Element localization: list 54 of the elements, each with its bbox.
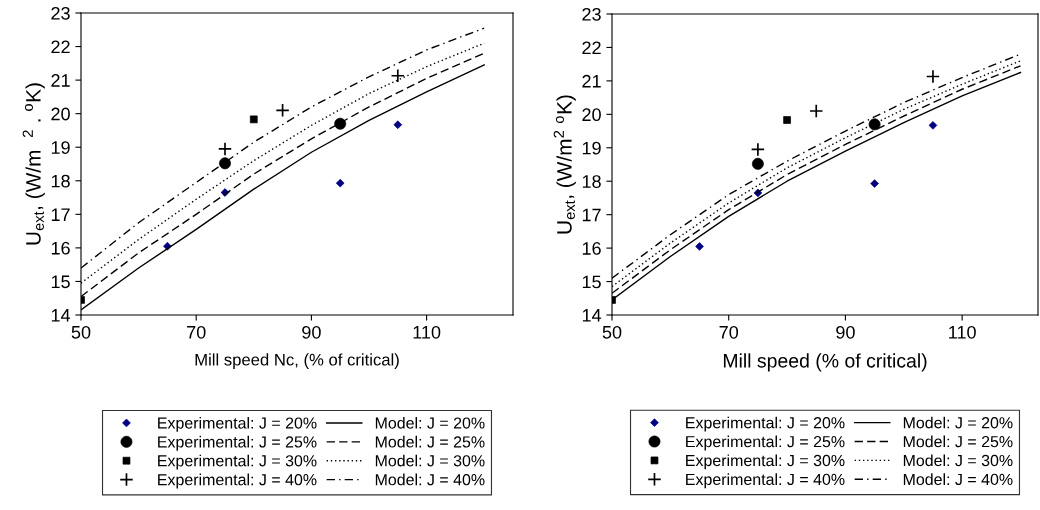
x-tick-label: 110 [949,325,976,339]
x-tick-label: 110 [413,325,441,339]
legend-label: Model: J = 30% [375,454,485,467]
x-tick-label: 50 [71,325,91,339]
legend-label: Model: J = 40% [903,473,1013,486]
y-axis-title: U$_{ext}$, (W/m$^{2 o}$K) [553,95,576,234]
point [750,142,765,157]
y-tick-label: 14 [51,309,71,322]
x-tick-label: 50 [602,325,622,339]
legend-label: Model: J = 20% [375,416,485,429]
x-tick-label: 70 [187,325,206,339]
y-tick-label: 18 [51,174,70,188]
x-axis-title: Mill speed (% of critical) [723,353,927,372]
y-tick-label: 21 [582,74,601,88]
legend-label: Experimental: J = 25% [158,435,317,451]
y-tick-label: 21 [51,74,70,87]
legend-label: Experimental: J = 30% [158,454,317,470]
point [809,103,824,119]
y-tick-label: 16 [582,242,601,255]
y-tick-label: 17 [51,208,70,221]
y-tick-label: 14 [582,309,602,322]
legend-label: Model: J = 25% [903,435,1013,448]
y-tick-label: 18 [582,175,601,188]
legend-label: Model: J = 30% [903,454,1013,467]
y-tick-label: 22 [582,41,601,54]
y-tick-label: 19 [51,141,70,154]
point [925,69,941,84]
point [390,68,405,83]
y-tick-label: 19 [582,141,601,155]
y-tick-label: 22 [51,40,70,54]
y-tick-label: 15 [51,275,70,289]
legend-label: Experimental: J = 30% [686,454,845,470]
y-axis-title: U$_{ext}$, (W/m $^{2}$ . $^{o}$K) [22,83,45,245]
y-tick-label: 15 [582,275,601,289]
y-tick-label: 20 [582,108,601,122]
legend-label: Experimental: J = 40% [158,473,317,489]
legend-label: Model: J = 40% [375,473,485,486]
y-tick-label: 16 [51,241,70,255]
y-tick-label: 17 [582,208,601,222]
x-tick-label: 90 [836,325,855,339]
x-tick-label: 70 [719,325,739,339]
point [275,103,290,118]
legend-label: Model: J = 25% [375,435,485,448]
legend-label: Experimental: J = 40% [686,473,845,489]
y-tick-label: 23 [582,7,601,21]
legend-label: Experimental: J = 25% [686,435,845,451]
x-tick-label: 90 [302,325,321,339]
legend-label: Experimental: J = 20% [686,416,845,432]
x-axis-title: Mill speed Nc, (% of critical) [195,353,399,369]
legend-label: Model: J = 20% [903,416,1013,429]
legend-label: Experimental: J = 20% [158,416,317,432]
y-tick-label: 23 [51,6,70,20]
point [217,141,233,156]
y-tick-label: 20 [51,107,70,121]
